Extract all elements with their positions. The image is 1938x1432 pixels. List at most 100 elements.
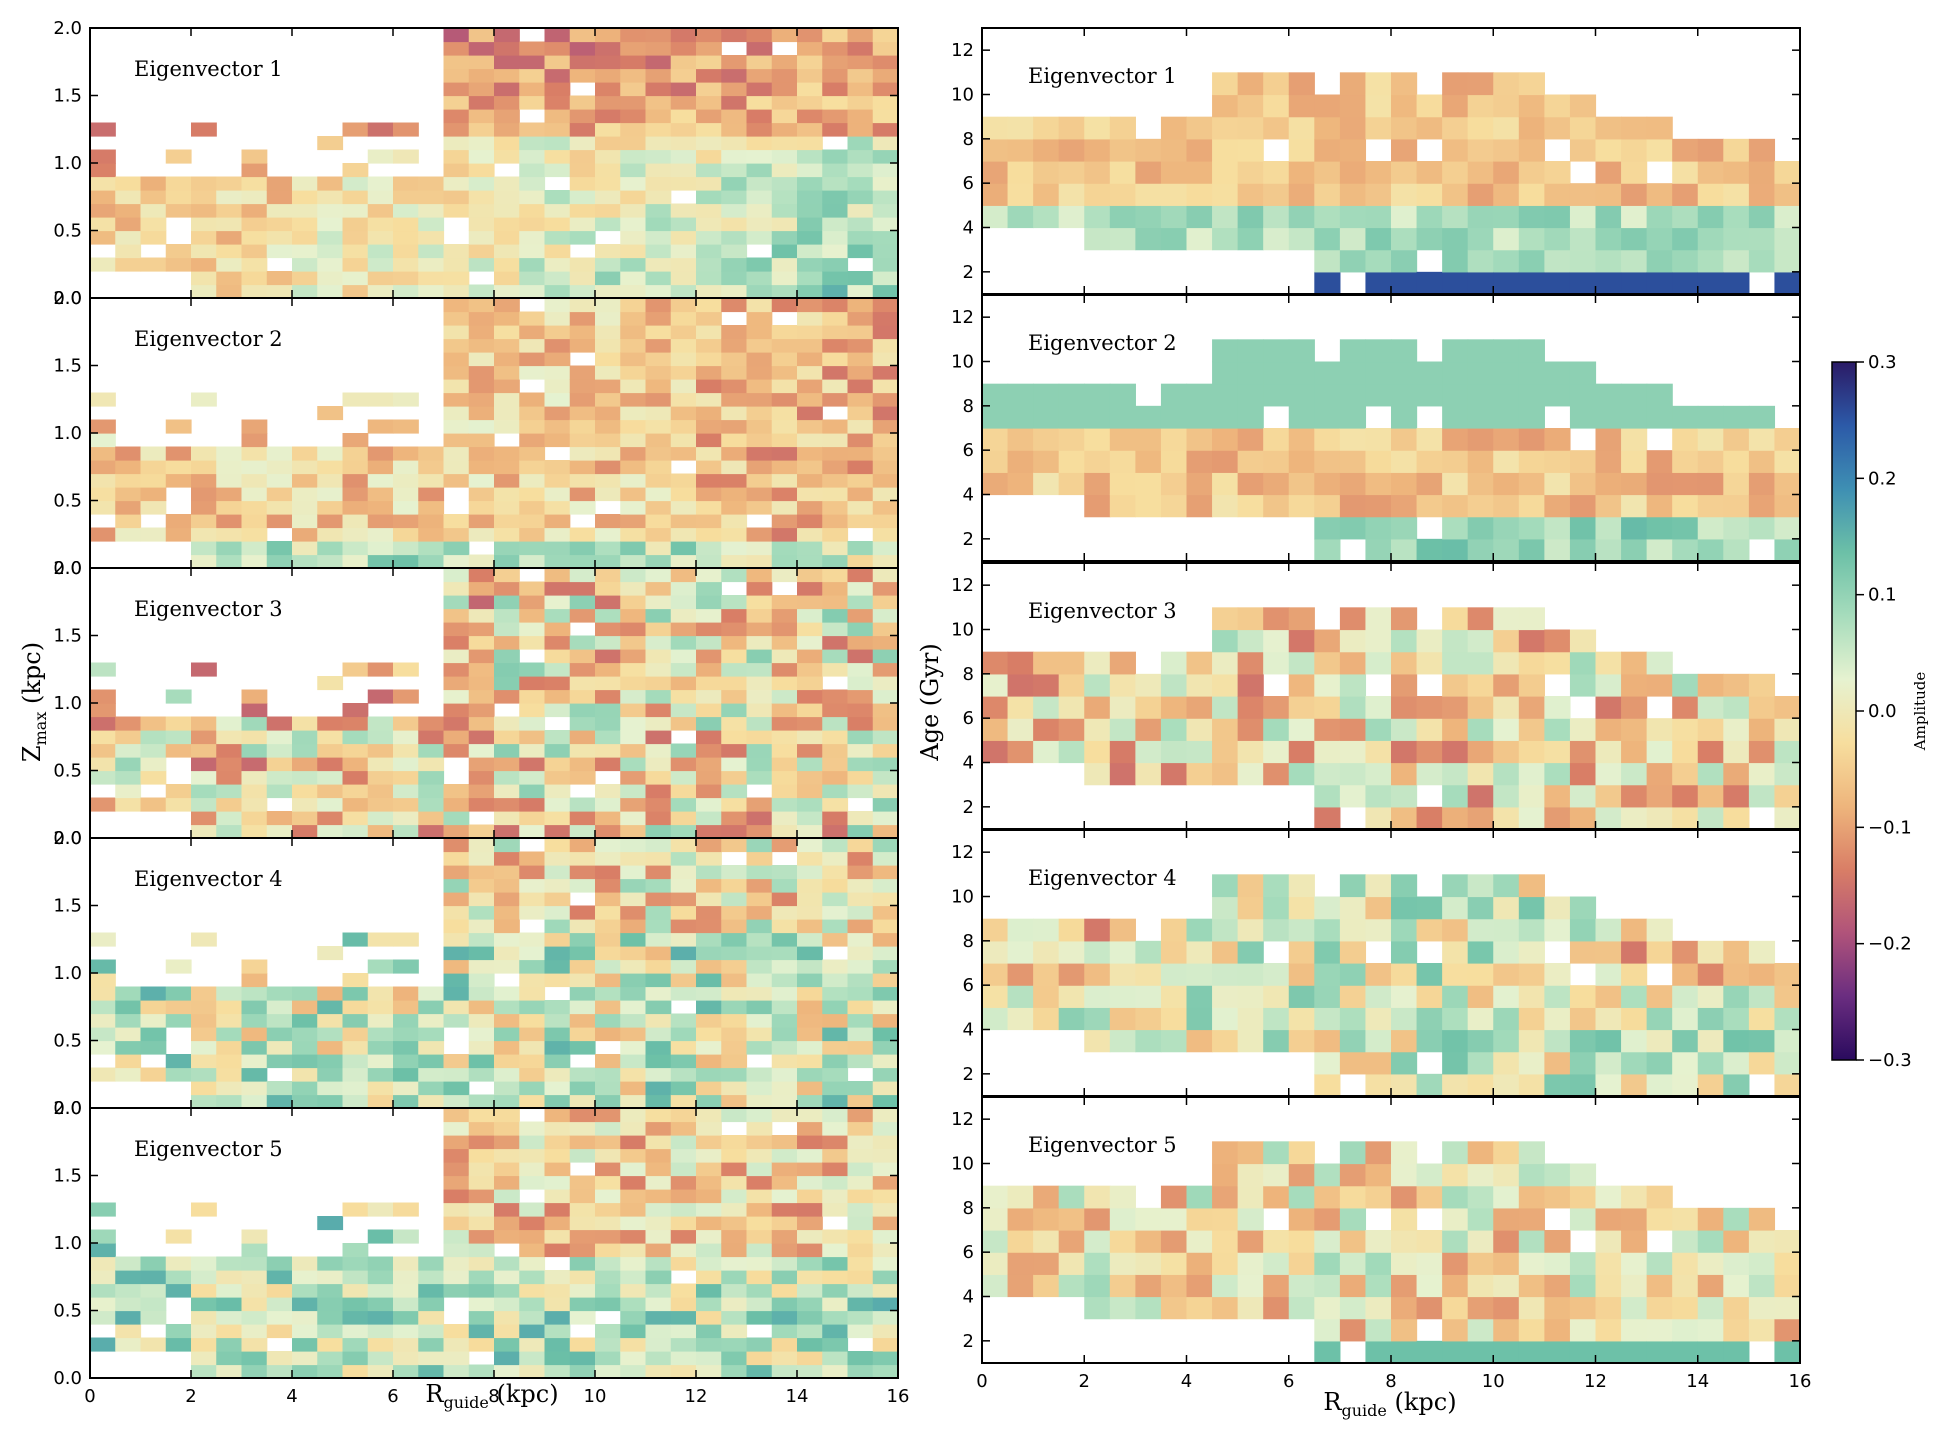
heatmap-cell [696,959,722,974]
heatmap-cell [670,784,697,799]
heatmap-cell [1621,116,1648,140]
heatmap-cell [1646,450,1673,473]
y-tick-label: 2 [963,262,974,283]
heatmap-cell [468,338,495,353]
heatmap-cell [872,1054,899,1069]
heatmap-cell [1212,718,1239,741]
heatmap-cell [746,946,773,961]
heatmap-cell [1237,472,1264,496]
heatmap-cell [771,676,798,691]
heatmap-cell [317,1040,344,1055]
heatmap-cell [746,392,773,407]
heatmap-cell [746,325,773,340]
heatmap-cell [670,203,697,218]
heatmap-cell [418,743,445,758]
heatmap-cell [620,136,647,151]
heatmap-cell [494,1189,520,1204]
heatmap-cell [797,122,823,137]
heatmap-cell [645,1337,672,1352]
heatmap-cell [90,1067,116,1082]
heatmap-cell [216,730,243,745]
heatmap-cell [569,1270,596,1285]
heatmap-cell [443,959,470,974]
heatmap-cell [1416,538,1443,562]
heatmap-cell [468,662,495,677]
heatmap-cell [670,1040,697,1055]
heatmap-cell [418,473,445,488]
heatmap-cell [494,1270,520,1285]
heatmap-cell [847,811,874,826]
heatmap-cell [1518,1340,1545,1364]
heatmap-cell [1544,1073,1571,1097]
heatmap-cell [443,986,470,1001]
heatmap-cell [982,1007,1009,1031]
heatmap-cell [721,1067,748,1082]
heatmap-cell [1646,1051,1673,1075]
heatmap-cell [620,284,647,299]
heatmap-cell [468,730,495,745]
heatmap-cell [393,1351,419,1366]
heatmap-cell [1416,472,1443,496]
heatmap-cell [1288,874,1315,898]
heatmap-cell [721,541,748,556]
heatmap-cell [721,1297,748,1312]
heatmap-cell [317,1297,344,1312]
heatmap-cell [165,1270,192,1285]
heatmap-cell [1723,784,1750,808]
heatmap-cell [1467,450,1494,473]
heatmap-cell [595,1364,621,1379]
heatmap-cell [115,446,142,461]
heatmap-cell [1442,651,1469,675]
heatmap-cell [595,635,621,650]
heatmap-cell [317,473,344,488]
heatmap-cell [342,1081,369,1096]
heatmap-cell [847,487,874,502]
heatmap-cell [982,963,1009,986]
heatmap-cell [1007,740,1034,764]
heatmap-cell [418,1094,445,1109]
heatmap-cell [1416,918,1443,942]
heatmap-cell [1365,1318,1392,1342]
heatmap-cell [1723,271,1750,295]
heatmap-cell [140,1040,167,1055]
heatmap-cell [443,460,470,475]
heatmap-cell [847,1135,874,1150]
heatmap-cell [1007,1007,1034,1031]
heatmap-cell [1237,205,1264,229]
heatmap-cell [241,217,268,232]
heatmap-cell [620,41,647,56]
heatmap-cell [1237,985,1264,1008]
heatmap-cell [872,1081,899,1096]
heatmap-cell [519,190,546,205]
heatmap-cell [847,136,874,151]
heatmap-cell [595,352,621,367]
heatmap-cell [569,757,596,772]
heatmap-cell [822,878,849,893]
heatmap-cell [1697,1051,1724,1075]
right-x-label-main: R [1323,1388,1342,1416]
heatmap-cell [1263,361,1290,385]
heatmap-cell [165,689,192,704]
heatmap-cell [443,838,470,853]
heatmap-cell [746,1013,773,1028]
heatmap-cell [569,770,596,785]
heatmap-cell [847,1040,874,1055]
heatmap-cell [1084,1230,1111,1253]
heatmap-cell [872,1283,899,1298]
heatmap-cell [847,1324,874,1339]
heatmap-cell [1186,1230,1213,1253]
heatmap-cell [1518,896,1545,920]
y-tick-label: 12 [951,307,974,328]
heatmap-cell [771,379,798,394]
heatmap-cell [1467,762,1494,786]
y-tick-label: 2 [963,529,974,550]
heatmap-cell [1007,138,1034,162]
heatmap-cell [822,838,849,853]
heatmap-cell [595,244,621,259]
heatmap-cell [191,1027,217,1042]
heatmap-cell [1084,985,1111,1008]
heatmap-cell [140,230,167,245]
heatmap-cell [721,1135,748,1150]
heatmap-cell [443,851,470,866]
heatmap-cell [544,487,571,502]
